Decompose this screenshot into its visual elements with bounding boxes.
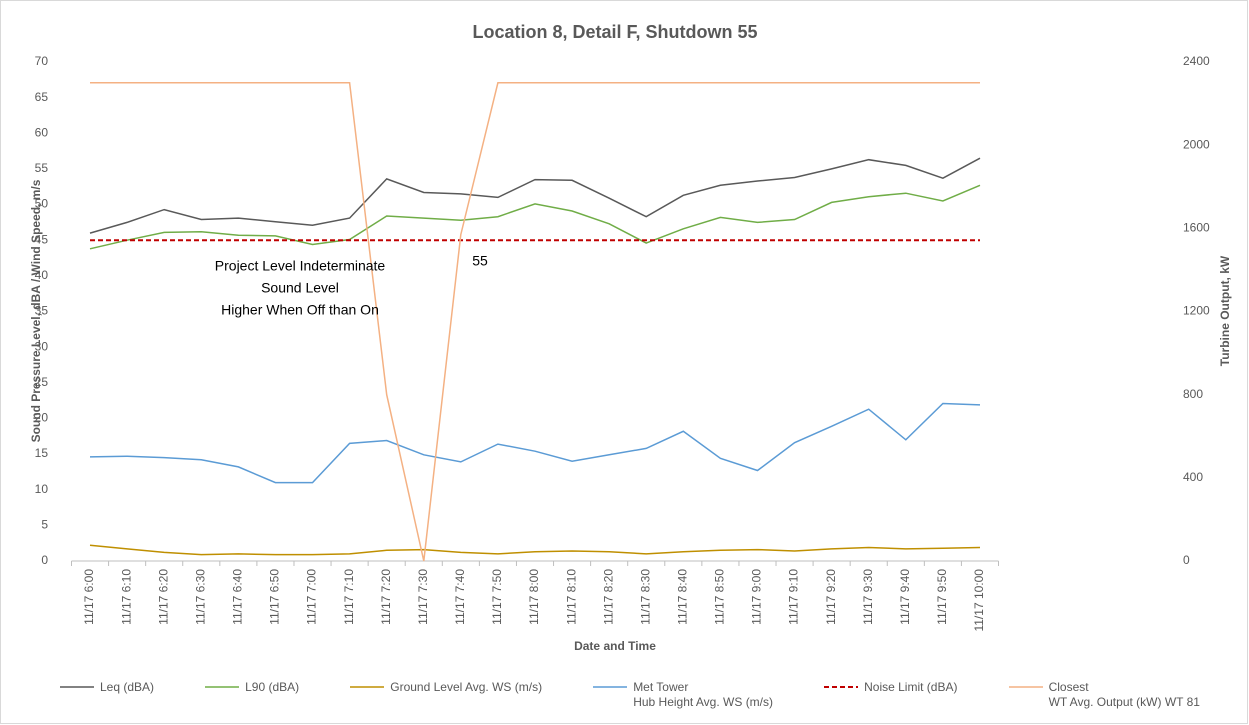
legend-swatch — [350, 686, 385, 688]
annotation: 55 — [472, 253, 488, 269]
legend-label: Leq (dBA) — [100, 680, 155, 694]
y-axis-title: Sound Pressure Level, dBA / Wind Speed, … — [29, 179, 43, 442]
y2-tick-label: 0 — [1183, 553, 1190, 567]
x-tick-label: 11/17 8:40 — [675, 569, 689, 625]
x-tick-label: 11/17 9:30 — [861, 569, 875, 625]
x-tick-label: 11/17 8:00 — [527, 569, 541, 625]
y-tick-label: 60 — [35, 125, 49, 139]
x-tick-label: 11/17 7:30 — [416, 569, 430, 625]
legend-item: Closest WT Avg. Output (kW) WT 81 — [1008, 680, 1200, 710]
y2-tick-label: 800 — [1183, 387, 1203, 401]
x-axis-title: Date and Time — [574, 639, 656, 653]
x-tick-label: 11/17 6:20 — [156, 569, 170, 625]
x-tick-label: 11/17 8:50 — [713, 569, 727, 625]
y2-tick-label: 2000 — [1183, 137, 1210, 151]
x-tick-label: 11/17 9:50 — [935, 569, 949, 625]
legend: Leq (dBA) L90 (dBA) Ground Level Avg. WS (… — [60, 680, 1200, 710]
x-tick-label: 11/17 8:30 — [638, 569, 652, 625]
x-tick-label: 11/17 9:40 — [898, 569, 912, 625]
y2-axis-title: Turbine Output, kW — [1218, 255, 1232, 366]
x-tick-label: 11/17 9:00 — [750, 569, 764, 625]
x-tick-label: 11/17 6:50 — [268, 569, 282, 625]
y-tick-label: 45 — [35, 232, 49, 246]
series-line — [89, 544, 981, 556]
y-tick-label: 70 — [35, 54, 49, 68]
x-tick-label: 11/17 8:10 — [564, 569, 578, 625]
series-line — [89, 402, 981, 484]
legend-item: L90 (dBA) — [205, 680, 299, 710]
legend-item: Met Tower Hub Height Avg. WS (m/s) — [593, 680, 773, 710]
legend-swatch — [824, 686, 859, 688]
series-line — [89, 157, 981, 234]
x-tick-label: 11/17 7:50 — [490, 569, 504, 625]
x-tick-label: 11/17 6:40 — [231, 569, 245, 625]
y2-tick-label: 1600 — [1183, 221, 1210, 235]
y-tick-label: 25 — [35, 375, 49, 389]
legend-swatch — [593, 686, 628, 688]
y-tick-label: 10 — [35, 482, 49, 496]
annotation: Project Level Indeterminate — [215, 258, 386, 274]
x-tick-label: 11/17 9:10 — [787, 569, 801, 625]
y-tick-label: 65 — [35, 90, 49, 104]
y-tick-label: 50 — [35, 197, 49, 211]
legend-label: Closest WT Avg. Output (kW) WT 81 — [1048, 680, 1200, 709]
legend-swatch — [1008, 686, 1043, 688]
x-tick-label: 11/17 10:00 — [972, 569, 986, 632]
y-tick-label: 5 — [41, 518, 48, 532]
y2-tick-label: 2400 — [1183, 54, 1210, 68]
series-line — [90, 82, 980, 562]
y-tick-label: 35 — [35, 304, 49, 318]
legend-label: L90 (dBA) — [245, 680, 300, 694]
x-tick-label: 11/17 7:20 — [379, 569, 393, 625]
y-tick-label: 55 — [35, 161, 49, 175]
legend-item: Leq (dBA) — [60, 680, 154, 710]
y-tick-label: 20 — [35, 411, 49, 425]
annotation: Sound Level — [261, 280, 339, 296]
y-tick-label: 40 — [35, 268, 49, 282]
legend-swatch — [205, 686, 240, 688]
series-line — [89, 184, 981, 250]
x-tick-label: 11/17 6:00 — [82, 569, 96, 625]
legend-label: Noise Limit (dBA) — [864, 680, 958, 694]
y-tick-label: 0 — [41, 553, 48, 567]
x-tick-label: 11/17 6:30 — [193, 569, 207, 625]
y-tick-label: 15 — [35, 446, 49, 460]
x-tick-label: 11/17 9:20 — [824, 569, 838, 625]
annotation: Higher When Off than On — [221, 302, 379, 318]
x-tick-label: 11/17 7:40 — [453, 569, 467, 625]
legend-label: Ground Level Avg. WS (m/s) — [390, 680, 543, 694]
chart-title: Location 8, Detail F, Shutdown 55 — [472, 22, 757, 42]
x-tick-label: 11/17 8:20 — [601, 569, 615, 625]
legend-label: Met Tower Hub Height Avg. WS (m/s) — [633, 680, 774, 709]
x-tick-label: 11/17 7:00 — [305, 569, 319, 625]
legend-item: Noise Limit (dBA) — [824, 680, 957, 710]
y2-tick-label: 400 — [1183, 470, 1203, 484]
legend-item: Ground Level Avg. WS (m/s) — [350, 680, 542, 710]
legend-swatch — [60, 686, 94, 688]
x-tick-label: 11/17 6:10 — [119, 569, 133, 625]
x-tick-label: 11/17 7:10 — [342, 569, 356, 625]
y2-tick-label: 1200 — [1183, 304, 1210, 318]
y-tick-label: 30 — [35, 339, 49, 353]
